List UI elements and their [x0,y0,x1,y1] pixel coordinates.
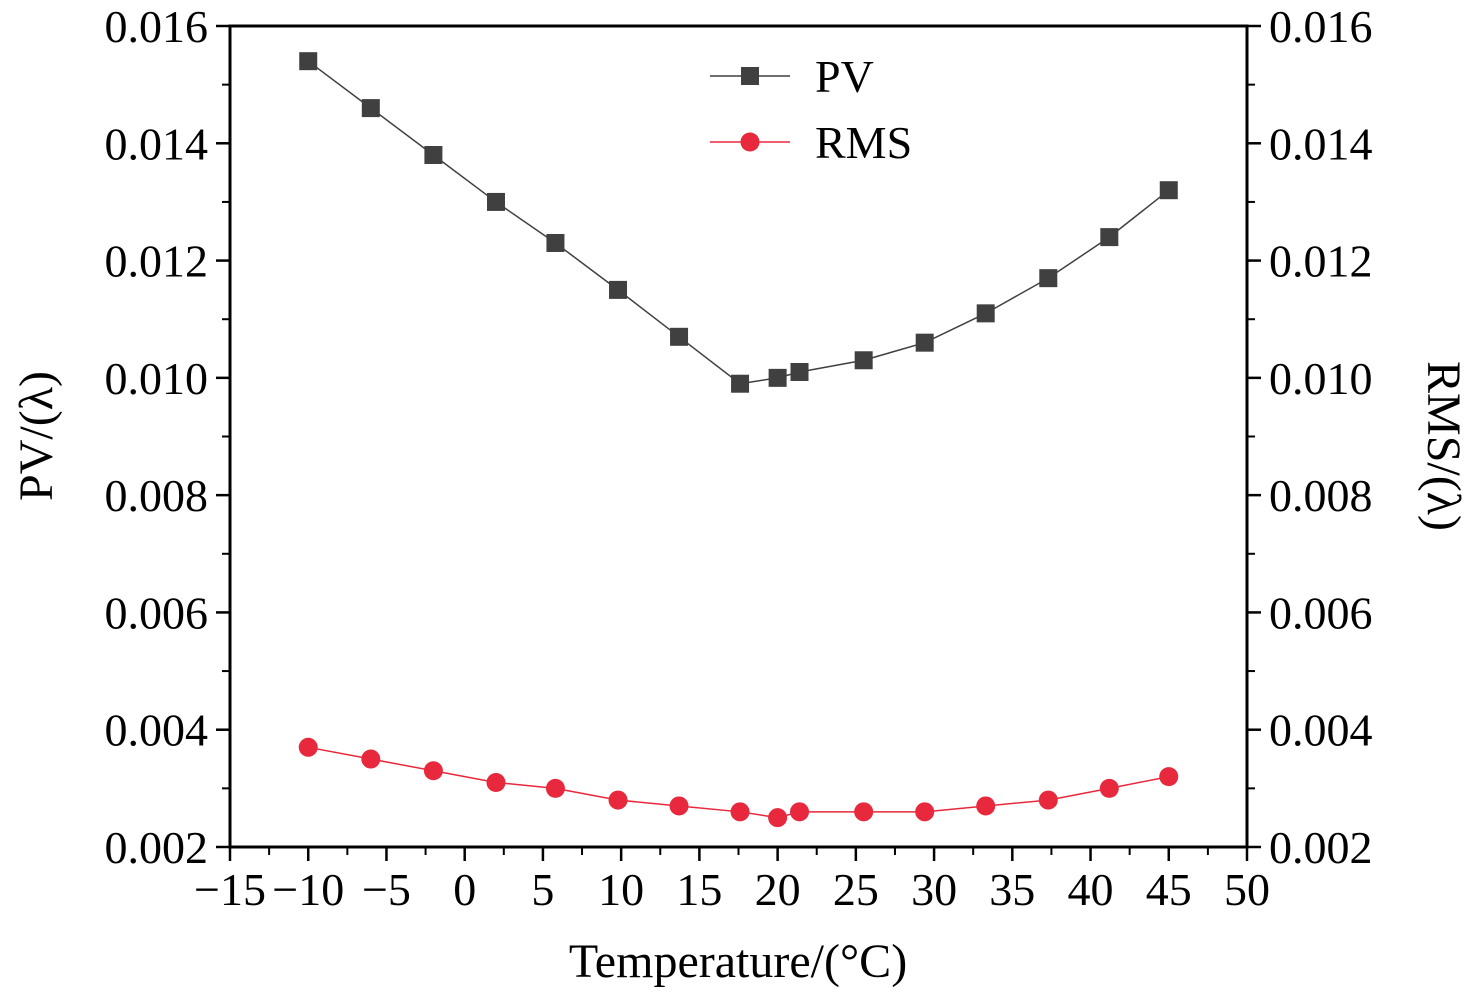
x-tick-label: 50 [1224,864,1270,915]
series-line-rms [308,746,1169,819]
y-axis-ticks: 0.002 0.002 0.004 0.004 0.006 0.006 0.008 0.008… [105,1,1373,873]
y-tick-label-right: 0.008 [1269,470,1373,521]
data-point-pv [361,99,380,118]
data-point-rms [790,802,810,822]
data-point-pv [1039,269,1058,288]
y-tick-label-left: 0.004 [105,705,209,756]
x-tick-label: 30 [911,864,957,915]
y-axis-title-right: RMS/(λ) [1417,361,1470,531]
x-tick-label: 5 [531,864,554,915]
data-point-rms [486,772,506,792]
y-tick-label-right: 0.004 [1269,705,1373,756]
data-point-rms [730,802,750,822]
data-point-rms [423,761,443,781]
data-point-rms [669,796,689,816]
data-point-rms [361,749,381,769]
y-tick-label-left: 0.006 [105,587,209,638]
legend: PV RMS [710,51,912,168]
y-tick-label-left: 0.010 [105,353,209,404]
legend-pv-label: PV [815,51,874,102]
data-point-pv [670,327,689,346]
series-line-pv [307,60,1170,385]
data-point-rms [1159,767,1179,787]
x-tick-label: −15 [194,864,266,915]
data-point-pv [731,374,750,393]
y-tick-label-left: 0.008 [105,470,209,521]
legend-pv-marker [741,67,759,85]
data-point-pv [486,192,505,211]
data-point-rms [608,790,628,810]
data-point-rms [976,796,996,816]
y-tick-label-right: 0.016 [1269,1,1373,52]
y-tick-label-left: 0.014 [105,118,209,169]
x-tick-label: 25 [833,864,879,915]
x-tick-label: 20 [755,864,801,915]
data-point-rms [1038,790,1058,810]
x-tick-label: 45 [1146,864,1192,915]
y-tick-label-right: 0.002 [1269,822,1373,873]
data-point-pv [790,362,809,381]
data-point-rms [545,778,565,798]
data-point-pv [424,146,443,165]
x-tick-label: −10 [272,864,344,915]
x-tick-label: 40 [1068,864,1114,915]
y-tick-label-left: 0.002 [105,822,209,873]
y-tick-label-right: 0.010 [1269,353,1373,404]
data-point-rms [768,808,788,828]
y-tick-label-left: 0.012 [105,236,209,287]
data-point-rms [915,802,935,822]
x-tick-label: 15 [676,864,722,915]
data-point-rms [854,802,874,822]
data-point-pv [299,52,318,71]
data-point-rms [1099,778,1119,798]
data-point-pv [915,333,934,352]
y-tick-label-right: 0.012 [1269,236,1373,287]
x-tick-label: 0 [453,864,476,915]
data-point-pv [854,351,873,370]
data-point-pv [546,233,565,252]
x-axis-title: Temperature/(°C) [569,935,907,988]
data-point-pv [1159,181,1178,200]
data-point-pv [976,304,995,323]
x-axis-ticks: −15 −10 −5 0 5 10 15 20 25 30 35 40 45 50 [194,847,1270,915]
y-axis-title-left: PV/(λ) [10,371,63,501]
legend-rms-marker [740,132,760,152]
y-tick-label-right: 0.014 [1269,118,1373,169]
x-tick-label: −5 [362,864,411,915]
series-layer [298,52,1179,828]
data-point-pv [1100,228,1119,247]
data-point-rms [298,737,318,757]
data-point-pv [768,368,787,387]
plot-area-frame [228,24,1249,849]
x-tick-label: 10 [598,864,644,915]
y-tick-label-right: 0.006 [1269,587,1373,638]
legend-rms-label: RMS [815,117,912,168]
data-point-pv [609,280,628,299]
x-tick-label: 35 [989,864,1035,915]
y-tick-label-left: 0.016 [105,1,209,52]
